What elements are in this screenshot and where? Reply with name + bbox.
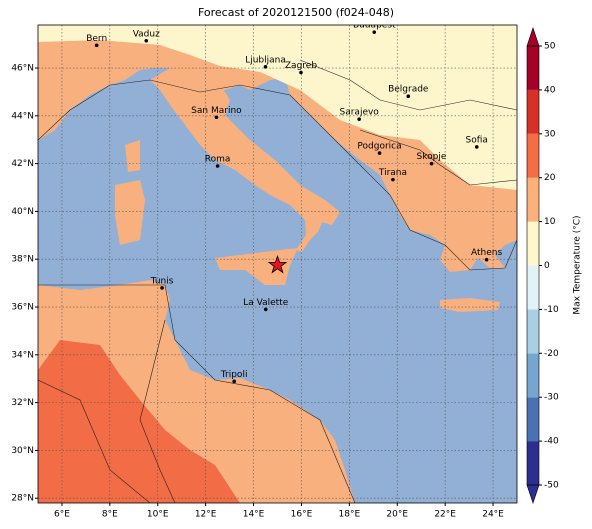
- colorbar-extend-high: [526, 27, 540, 47]
- country-border: [359, 129, 517, 186]
- colorbar-segment: [527, 177, 539, 222]
- y-tick-label: 30°N: [11, 446, 34, 456]
- city-dot: [484, 257, 489, 262]
- city-dot: [474, 145, 479, 149]
- y-tick-label: 34°N: [11, 350, 34, 360]
- colorbar-segment: [527, 89, 539, 134]
- y-tick-label: 42°N: [11, 159, 34, 169]
- x-tick-label: 6°E: [54, 510, 70, 520]
- x-tick-label: 12°E: [195, 510, 217, 520]
- city-dot: [263, 307, 268, 312]
- colorbar-segment: [527, 353, 539, 398]
- city-label: La Valette: [243, 298, 288, 308]
- city-label: Roma: [205, 155, 231, 165]
- colorbar-segment: [527, 46, 539, 90]
- colorbar-tick-label: -20: [544, 349, 559, 359]
- colorbar-tick-label: -10: [544, 305, 559, 315]
- land-sardinia: [115, 180, 145, 245]
- colorbar-segment: [527, 221, 539, 266]
- colorbar-tick-label: 10: [544, 217, 556, 227]
- colorbar-tick-label: 30: [544, 129, 556, 139]
- city-label: Tripoli: [220, 370, 248, 380]
- country-border: [38, 379, 151, 503]
- colorbar-segment: [527, 309, 539, 354]
- city-dot: [94, 43, 99, 48]
- land-corsica: [125, 140, 140, 172]
- city-label: Bern: [86, 34, 107, 44]
- x-tick-label: 14°E: [243, 510, 265, 520]
- y-tick-label: 46°N: [11, 64, 34, 74]
- map-title: Forecast of 2020121500 (f024-048): [198, 6, 394, 19]
- city-dot: [214, 115, 219, 120]
- colorbar-segment: [527, 133, 539, 178]
- city-dot: [391, 177, 395, 182]
- colorbar-segment: [527, 265, 539, 310]
- x-tick-label: 20°E: [386, 510, 408, 520]
- city-label: Sarajevo: [340, 108, 380, 118]
- colorbar-label: Max Temperature (°C): [573, 215, 583, 314]
- city-dot: [299, 70, 303, 75]
- colorbar-tick-label: -40: [544, 437, 559, 447]
- city-dot: [377, 151, 382, 155]
- coastline: [38, 284, 356, 503]
- x-tick-label: 24°E: [482, 510, 504, 520]
- colorbar-tick-label: 20: [544, 173, 556, 183]
- colorbar-segment: [527, 441, 539, 485]
- colorbar-tick-label: 0: [544, 261, 550, 271]
- colorbar-tick-label: -50: [544, 481, 559, 491]
- city-dot: [144, 38, 149, 43]
- x-tick-label: 18°E: [339, 510, 361, 520]
- city-label: Budapest: [353, 21, 396, 31]
- land-italy: [150, 68, 340, 252]
- colorbar-tick-label: 40: [544, 85, 556, 95]
- colorbar-tick-label: -30: [544, 393, 559, 403]
- land-crete: [440, 298, 500, 312]
- map-frame: [37, 24, 518, 504]
- city-label: Zagreb: [285, 61, 317, 71]
- city-dot: [160, 286, 164, 290]
- y-tick-label: 32°N: [11, 398, 34, 408]
- y-tick-label: 44°N: [11, 111, 34, 121]
- y-tick-label: 40°N: [11, 207, 34, 217]
- land-africa-hot: [38, 340, 240, 503]
- country-border: [139, 319, 176, 503]
- forecast-point-star: [267, 254, 288, 274]
- city-dot: [263, 65, 268, 69]
- city-dot: [215, 164, 220, 168]
- city-label: San Marino: [191, 106, 242, 116]
- city-dot: [406, 94, 411, 99]
- city-dot: [429, 161, 434, 166]
- city-label: Belgrade: [388, 85, 429, 95]
- y-tick-label: 38°N: [11, 255, 34, 265]
- colorbar-extend-low: [526, 484, 540, 504]
- city-label: Vaduz: [133, 29, 160, 39]
- land-north-cool: [38, 25, 517, 190]
- x-tick-label: 22°E: [434, 510, 456, 520]
- x-tick-label: 8°E: [102, 510, 118, 520]
- colorbar-segment: [527, 397, 539, 442]
- x-tick-label: 16°E: [291, 510, 313, 520]
- y-tick-label: 28°N: [11, 494, 34, 504]
- city-label: Sofia: [466, 135, 488, 145]
- city-dot: [232, 379, 236, 384]
- coastline: [38, 79, 517, 271]
- city-dot: [357, 117, 361, 121]
- city-label: Skopje: [417, 152, 447, 162]
- x-tick-label: 10°E: [147, 510, 169, 520]
- city-label: Ljubljana: [245, 55, 286, 65]
- city-dot: [372, 30, 377, 34]
- colorbar-tick-label: 50: [544, 42, 556, 52]
- y-tick-label: 36°N: [11, 303, 34, 313]
- city-label: Athens: [471, 248, 502, 258]
- city-label: Tirana: [378, 168, 407, 178]
- country-border: [299, 59, 517, 111]
- city-label: Tunis: [150, 276, 174, 286]
- city-label: Podgorica: [357, 142, 401, 152]
